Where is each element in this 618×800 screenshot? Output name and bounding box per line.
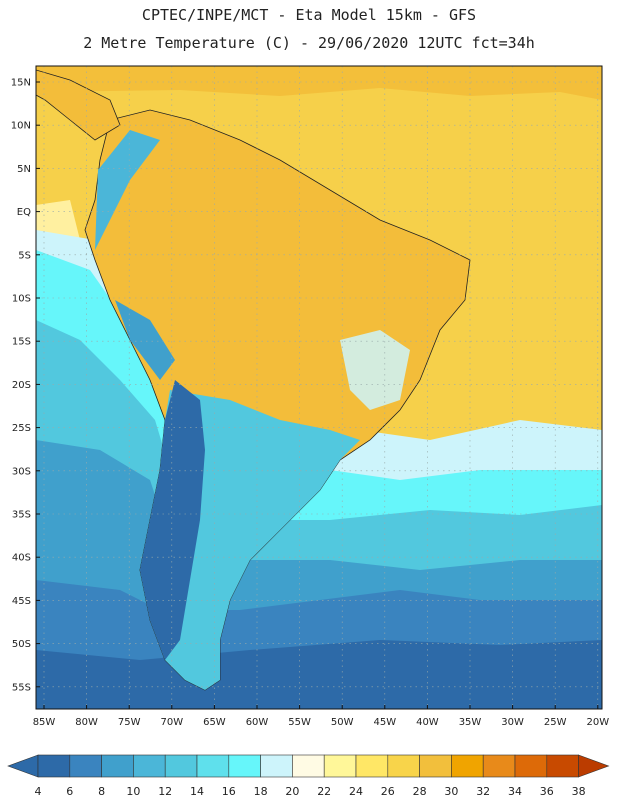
lat-label: 5S	[18, 250, 31, 261]
colorbar: 4 6 8 10 12 14 16 18 20 22 24 26 28 30 32 34 36 38	[7, 754, 610, 798]
colorbar-segment	[323, 754, 357, 778]
colorbar-segment	[196, 754, 230, 778]
lat-label: 10N	[11, 121, 31, 132]
lat-label: 15S	[12, 337, 31, 348]
colorbar-tick-label: 16	[222, 785, 236, 798]
lat-label: 50S	[12, 639, 31, 650]
colorbar-tick-label: 38	[572, 785, 586, 798]
colorbar-segment	[228, 754, 261, 778]
colorbar-tick-label: 4	[35, 785, 42, 798]
colorbar-segment	[133, 754, 166, 778]
longitude-labels: 85W 80W 75W 70W 65W 60W 55W 50W 45W 40W 35W 30W 25W 2…	[33, 705, 609, 728]
colorbar-tick-label: 20	[285, 785, 299, 798]
title-line-2: 2 Metre Temperature (C) - 29/06/2020 12U…	[83, 34, 535, 52]
map-frame	[35, 65, 603, 710]
warm-band-north	[36, 66, 602, 100]
colorbar-segment	[292, 754, 325, 778]
lat-label: 25S	[12, 423, 31, 434]
lat-label: 10S	[12, 294, 31, 305]
lat-label: 55S	[12, 682, 31, 693]
colorbar-segment	[69, 754, 102, 778]
colorbar-segment	[546, 754, 579, 778]
colorbar-tick-label: 36	[540, 785, 554, 798]
lon-label: 65W	[203, 717, 226, 728]
lon-label: 30W	[501, 717, 524, 728]
colorbar-segment	[482, 754, 516, 778]
colorbar-segment	[514, 754, 548, 778]
graticule	[36, 66, 602, 709]
lon-label: 60W	[246, 717, 269, 728]
colorbar-segment	[451, 754, 484, 778]
lat-label: 45S	[12, 596, 31, 607]
colorbar-tick-label: 26	[381, 785, 395, 798]
lat-label: 30S	[12, 466, 31, 477]
colorbar-arrow-high	[578, 754, 610, 778]
colorbar-segment	[260, 754, 293, 778]
colorbar-tick-label: 28	[413, 785, 427, 798]
lat-label: 5N	[17, 164, 31, 175]
colorbar-tick-label: 24	[349, 785, 363, 798]
brazil-highlands	[340, 330, 410, 410]
colorbar-segment	[101, 754, 134, 778]
colorbar-tick-label: 18	[254, 785, 268, 798]
colorbar-tick-label: 8	[98, 785, 105, 798]
lon-label: 40W	[416, 717, 439, 728]
andes-central-cool	[115, 300, 175, 380]
colorbar-tick-label: 34	[508, 785, 522, 798]
colorbar-tick-label: 22	[317, 785, 331, 798]
colorbar-tick-label: 10	[126, 785, 140, 798]
lon-label: 25W	[544, 717, 567, 728]
map-plot-area	[36, 66, 602, 709]
lon-label: 20W	[586, 717, 609, 728]
colorbar-segment	[387, 754, 420, 778]
lat-label: 15N	[11, 78, 31, 89]
latitude-labels: 15N 10N 5N EQ 5S 10S 15S 20S 25S 30S 35S 40S 45S 50S 5…	[11, 78, 40, 693]
colorbar-segment	[37, 754, 71, 778]
lon-label: 85W	[33, 717, 56, 728]
lon-label: 80W	[75, 717, 98, 728]
colorbar-segment	[419, 754, 452, 778]
lat-label: 35S	[12, 510, 31, 521]
lon-label: 55W	[288, 717, 311, 728]
colorbar-segment	[355, 754, 389, 778]
colorbar-tick-label: 30	[444, 785, 458, 798]
lon-label: 50W	[331, 717, 354, 728]
andes-north-cool	[95, 130, 160, 250]
title-line-1: CPTEC/INPE/MCT - Eta Model 15km - GFS	[141, 6, 477, 24]
lat-label: 40S	[12, 553, 31, 564]
lon-label: 35W	[459, 717, 482, 728]
colorbar-tick-label: 6	[66, 785, 73, 798]
central-america	[36, 69, 121, 141]
lon-label: 45W	[373, 717, 396, 728]
lat-label: EQ	[17, 207, 31, 218]
colorbar-tick-label: 32	[476, 785, 490, 798]
colorbar-segment	[164, 754, 198, 778]
lat-label: 20S	[12, 380, 31, 391]
colorbar-tick-label: 14	[190, 785, 204, 798]
lon-label: 70W	[160, 717, 183, 728]
lon-label: 75W	[118, 717, 141, 728]
colorbar-tick-label: 12	[158, 785, 172, 798]
colorbar-arrow-low	[7, 754, 39, 778]
andes-cold	[140, 380, 205, 660]
